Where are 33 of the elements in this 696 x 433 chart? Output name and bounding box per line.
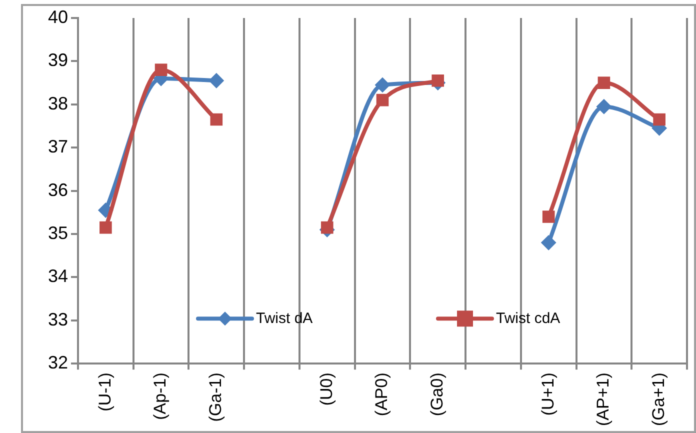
point — [100, 221, 112, 234]
point — [596, 99, 612, 114]
y-tick-label: 36 — [48, 180, 68, 200]
y-tick-label: 32 — [48, 352, 68, 373]
point — [542, 210, 555, 223]
point — [154, 64, 168, 76]
x-tick-label: (Ga0) — [428, 372, 447, 416]
x-tick-label: (Ap-1) — [150, 372, 170, 420]
x-tick-label: (U+1) — [538, 372, 558, 416]
point — [376, 94, 389, 106]
point — [598, 76, 610, 89]
x-tick-label: (Ga+1) — [649, 372, 668, 426]
point — [375, 77, 390, 92]
x-tick-label: (AP+1) — [594, 372, 613, 426]
point — [432, 74, 444, 87]
y-tick-label: 34 — [48, 266, 68, 286]
y-tick-label: 37 — [48, 136, 68, 157]
point — [208, 73, 224, 88]
y-tick-label: 38 — [48, 93, 68, 114]
point — [210, 113, 223, 126]
y-tick-label: 33 — [48, 309, 68, 330]
y-tick-label: 35 — [48, 222, 68, 243]
x-tick-label: (AP0) — [372, 372, 392, 416]
x-tick-label: (U0) — [316, 372, 336, 406]
x-tick-label: (Ga-1) — [206, 372, 226, 422]
x-tick-label: (U-1) — [95, 372, 114, 412]
y-tick-label: 39 — [48, 50, 68, 70]
y-tick-label: 40 — [48, 6, 68, 27]
point — [541, 235, 556, 250]
point — [653, 113, 666, 126]
legend-label: Twist cdA — [496, 310, 560, 327]
legend-label: Twist dA — [256, 310, 313, 327]
point — [320, 221, 334, 234]
